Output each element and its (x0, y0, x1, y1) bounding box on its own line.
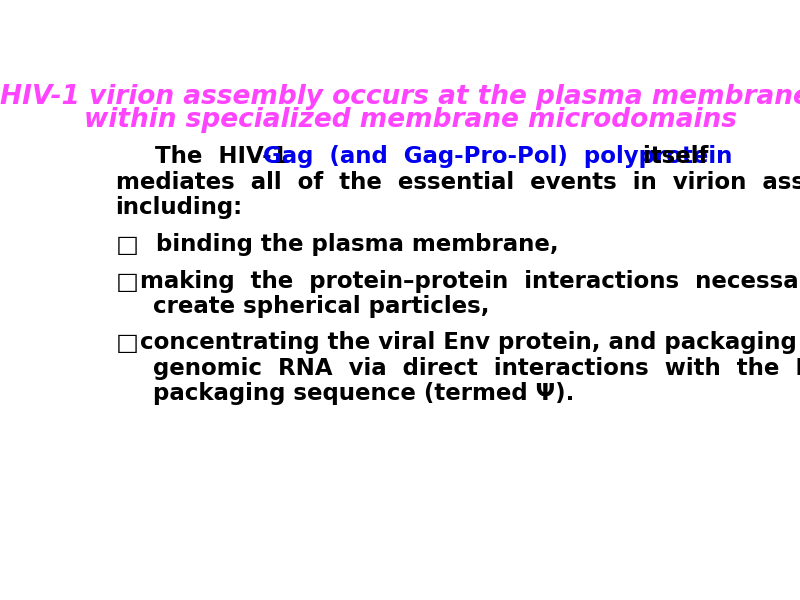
Text: including:: including: (115, 196, 242, 219)
Text: HIV-1 virion assembly occurs at the plasma membrane,: HIV-1 virion assembly occurs at the plas… (0, 83, 800, 110)
Text: □: □ (115, 233, 138, 257)
Text: binding the plasma membrane,: binding the plasma membrane, (140, 233, 559, 256)
Text: □: □ (115, 270, 138, 294)
Text: □: □ (115, 331, 138, 355)
Text: packaging sequence (termed Ψ).: packaging sequence (termed Ψ). (153, 382, 574, 406)
Text: mediates  all  of  the  essential  events  in  virion  assembly,: mediates all of the essential events in … (115, 170, 800, 194)
Text: The  HIV-1: The HIV-1 (123, 145, 304, 168)
Text: concentrating the viral Env protein, and packaging the: concentrating the viral Env protein, and… (140, 331, 800, 355)
Text: itself: itself (627, 145, 708, 168)
Text: Gag  (and  Gag-Pro-Pol)  polyprotein: Gag (and Gag-Pro-Pol) polyprotein (263, 145, 733, 168)
Text: create spherical particles,: create spherical particles, (153, 295, 490, 318)
Text: making  the  protein–protein  interactions  necessary  to: making the protein–protein interactions … (140, 270, 800, 293)
Text: genomic  RNA  via  direct  interactions  with  the  RNA: genomic RNA via direct interactions with… (153, 357, 800, 380)
Text: within specialized membrane microdomains: within specialized membrane microdomains (83, 107, 737, 133)
